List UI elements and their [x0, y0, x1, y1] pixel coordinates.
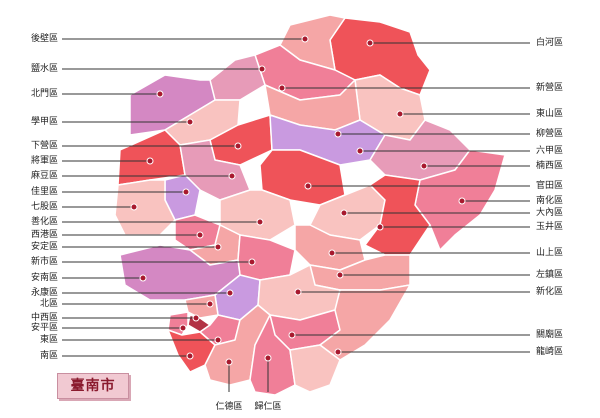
label-longqi[interactable]: 龍崎區	[536, 347, 564, 357]
label-north[interactable]: 北區	[39, 299, 58, 309]
label-beimen[interactable]: 北門區	[30, 89, 58, 99]
label-nanhua[interactable]: 南化區	[536, 196, 564, 206]
district-longqi-south	[289, 344, 341, 393]
label-madou[interactable]: 麻豆區	[30, 171, 58, 181]
label-liuying[interactable]: 柳營區	[536, 129, 564, 139]
label-annan[interactable]: 安南區	[30, 273, 58, 283]
label-yongkang[interactable]: 永康區	[30, 288, 58, 298]
city-title-badge: 臺南市	[57, 373, 129, 399]
label-jiali[interactable]: 佳里區	[30, 187, 58, 197]
label-guantian[interactable]: 官田區	[536, 181, 564, 191]
district-longqi[interactable]	[319, 284, 411, 361]
label-baihe[interactable]: 白河區	[536, 38, 564, 48]
label-yanshui[interactable]: 鹽水區	[30, 64, 58, 74]
label-east[interactable]: 東區	[39, 335, 58, 345]
label-zuozhen[interactable]: 左鎮區	[536, 270, 564, 280]
label-rende[interactable]: 仁德區	[215, 402, 243, 412]
label-guanmiao[interactable]: 關廟區	[536, 330, 564, 340]
label-houbi[interactable]: 後壁區	[30, 34, 58, 44]
label-anping[interactable]: 安平區	[30, 323, 58, 333]
label-xuejia[interactable]: 學甲區	[30, 117, 58, 127]
label-xiaying[interactable]: 下營區	[30, 141, 58, 151]
label-south[interactable]: 南區	[39, 351, 58, 361]
district-yanshui[interactable]	[209, 54, 266, 101]
label-liujia[interactable]: 六甲區	[536, 146, 564, 156]
label-xigang[interactable]: 西港區	[30, 230, 58, 240]
label-yujing[interactable]: 玉井區	[536, 222, 564, 232]
label-jiangjun[interactable]: 將軍區	[30, 156, 58, 166]
label-shanhua[interactable]: 善化區	[30, 217, 58, 227]
label-dongshan[interactable]: 東山區	[536, 109, 564, 119]
label-anding[interactable]: 安定區	[30, 242, 58, 252]
label-xinshi[interactable]: 新市區	[30, 257, 58, 267]
label-xinying[interactable]: 新營區	[536, 83, 564, 93]
label-qigu[interactable]: 七股區	[30, 202, 58, 212]
label-nanxi[interactable]: 楠西區	[536, 161, 564, 171]
label-guiren[interactable]: 歸仁區	[254, 402, 282, 412]
label-zhongxi[interactable]: 中西區	[30, 313, 58, 323]
label-xinhua[interactable]: 新化區	[536, 287, 564, 297]
district-xinshi[interactable]	[237, 234, 296, 281]
label-danei[interactable]: 大內區	[536, 208, 564, 218]
label-shanshang[interactable]: 山上區	[536, 248, 564, 258]
